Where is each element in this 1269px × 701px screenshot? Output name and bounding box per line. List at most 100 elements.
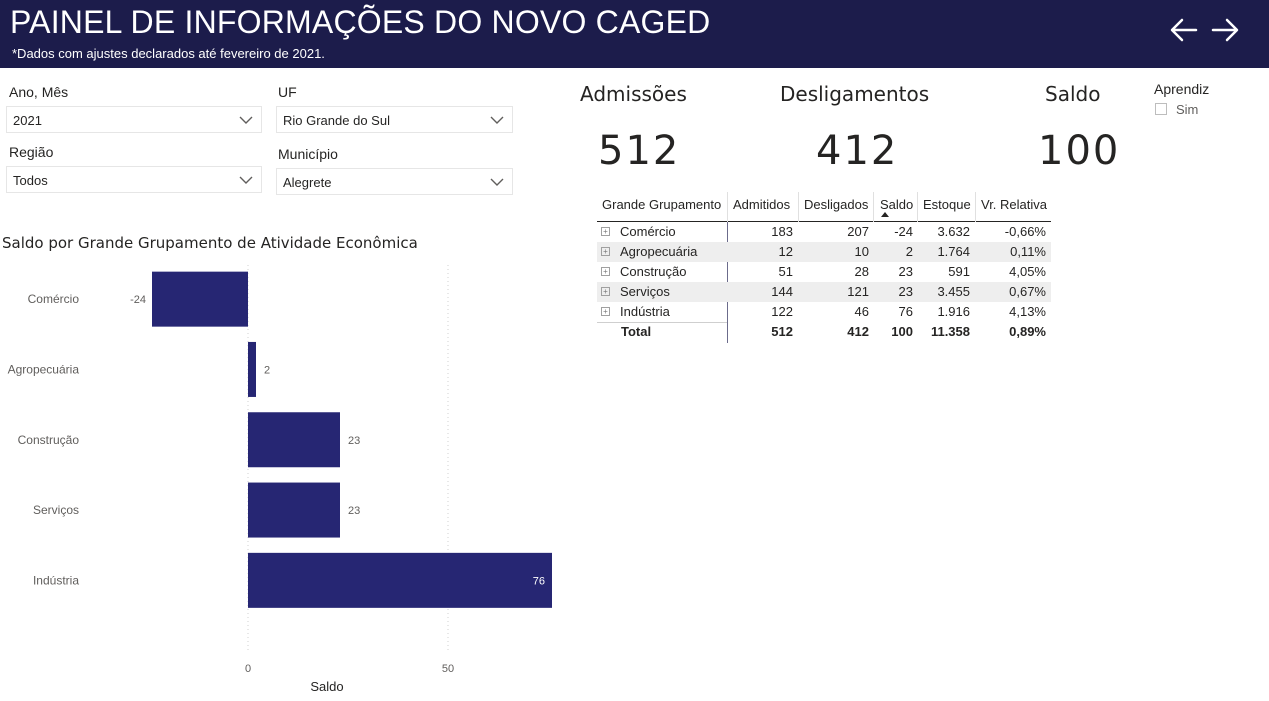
data-label: -24	[130, 294, 146, 306]
report-header: PAINEL DE INFORMAÇÕES DO NOVO CAGED *Dad…	[0, 0, 1269, 68]
col-header-admitidos[interactable]: Admitidos	[733, 197, 791, 212]
cell-estoque: 3.632	[937, 224, 970, 239]
desligamentos-value: 412	[816, 128, 899, 174]
chevron-down-icon	[239, 176, 253, 184]
table-body: + Comércio 183 207 -24 3.632 -0,66% + Agropecuár…	[597, 222, 1051, 342]
expand-row-icon[interactable]: +	[601, 227, 610, 236]
municipio-dropdown[interactable]: Alegrete	[276, 168, 513, 195]
municipio-label: Município	[278, 146, 338, 162]
regiao-dropdown[interactable]: Todos	[6, 166, 262, 193]
page-title: PAINEL DE INFORMAÇÕES DO NOVO CAGED	[10, 4, 711, 40]
data-label: 76	[533, 575, 545, 587]
cell-estoque: 1.764	[937, 244, 970, 259]
aprendiz-checkbox[interactable]	[1155, 103, 1167, 115]
data-label: 2	[264, 364, 270, 376]
municipio-value: Alegrete	[283, 175, 332, 190]
col-header-grupamento[interactable]: Grande Grupamento	[602, 197, 722, 212]
data-label: 23	[348, 505, 360, 517]
table-row: + Serviços 144 121 23 3.455 0,67%	[597, 282, 1051, 302]
cell-admitidos: 183	[771, 224, 793, 239]
cell-vr-relativa: 0,11%	[1010, 244, 1046, 259]
cell-saldo: 100	[891, 324, 913, 339]
expand-row-icon[interactable]: +	[601, 247, 610, 256]
arrow-right-icon[interactable]	[1209, 14, 1241, 46]
cell-saldo: 2	[905, 244, 913, 259]
ano-mes-label: Ano, Mês	[9, 84, 69, 100]
bar	[152, 271, 248, 327]
col-header-vr-relativa[interactable]: Vr. Relativa	[981, 197, 1047, 212]
regiao-label: Região	[9, 144, 54, 160]
cell-vr-relativa: 4,13%	[1009, 304, 1046, 319]
ano-mes-dropdown[interactable]: 2021	[6, 106, 262, 133]
col-header-saldo[interactable]: Saldo	[880, 197, 914, 212]
column-divider	[873, 192, 874, 222]
cell-grupamento: Comércio	[620, 224, 676, 239]
x-axis-label: Saldo	[310, 679, 343, 694]
cell-estoque: 3.455	[937, 284, 970, 299]
bar	[248, 341, 256, 397]
x-tick-label: 0	[245, 663, 251, 675]
cell-desligados: 46	[854, 304, 869, 319]
cell-grupamento: Agropecuária	[620, 244, 698, 259]
category-label: Indústria	[33, 573, 79, 587]
cell-desligados: 28	[854, 264, 869, 279]
cell-admitidos: 144	[771, 284, 793, 299]
cell-vr-relativa: 0,89%	[1009, 324, 1046, 339]
col-header-estoque[interactable]: Estoque	[923, 197, 971, 212]
cell-saldo: 23	[898, 284, 913, 299]
cell-vr-relativa: -0,66%	[1004, 224, 1046, 239]
cell-desligados: 10	[854, 244, 869, 259]
table-row: + Construção 51 28 23 591 4,05%	[597, 262, 1051, 282]
page-subtitle: *Dados com ajustes declarados até fevere…	[12, 46, 325, 61]
column-divider	[917, 192, 918, 222]
uf-dropdown[interactable]: Rio Grande do Sul	[276, 106, 513, 133]
cell-admitidos: 122	[771, 304, 793, 319]
cell-grupamento: Indústria	[620, 304, 670, 319]
category-label: Agropecuária	[8, 362, 80, 376]
chevron-down-icon	[239, 116, 253, 124]
aprendiz-option-label: Sim	[1176, 102, 1199, 117]
cell-grupamento: Total	[621, 324, 652, 339]
col-header-desligados[interactable]: Desligados	[804, 197, 869, 212]
chevron-down-icon	[490, 116, 504, 124]
expand-row-icon[interactable]: +	[601, 307, 610, 316]
cell-admitidos: 51	[778, 264, 793, 279]
saldo-bar-chart: 0 50 Saldo Comércio -24 Agropecuária 2 Construç…	[8, 265, 552, 694]
cell-estoque: 11.358	[930, 324, 970, 339]
table-header: Grande Grupamento Admitidos Desligados S…	[597, 192, 1051, 222]
column-divider	[727, 192, 728, 222]
category-label: Construção	[18, 433, 80, 447]
saldo-value: 100	[1038, 128, 1121, 174]
ano-mes-value: 2021	[13, 113, 42, 128]
category-label: Comércio	[28, 292, 80, 306]
admissoes-label: Admissões	[580, 82, 687, 106]
uf-value: Rio Grande do Sul	[283, 113, 390, 128]
total-divider	[597, 322, 727, 323]
table-row: + Agropecuária 12 10 2 1.764 0,11%	[597, 242, 1051, 262]
cell-vr-relativa: 4,05%	[1009, 264, 1046, 279]
sort-ascending-icon	[881, 212, 889, 217]
table-total-row: Total 512 412 100 11.358 0,89%	[597, 322, 1051, 342]
aprendiz-label: Aprendiz	[1154, 81, 1210, 97]
category-label: Serviços	[33, 503, 79, 517]
cell-vr-relativa: 0,67%	[1009, 284, 1046, 299]
expand-row-icon[interactable]: +	[601, 267, 610, 276]
cell-grupamento: Serviços	[620, 284, 670, 299]
cell-estoque: 1.916	[937, 304, 970, 319]
arrow-left-icon[interactable]	[1168, 14, 1200, 46]
cell-saldo: 76	[898, 304, 913, 319]
bar	[248, 552, 552, 608]
cell-saldo: -24	[894, 224, 913, 239]
cell-admitidos: 512	[771, 324, 793, 339]
regiao-value: Todos	[13, 173, 48, 188]
saldo-label: Saldo	[1045, 82, 1101, 106]
desligamentos-label: Desligamentos	[780, 82, 930, 106]
cell-saldo: 23	[898, 264, 913, 279]
grupamento-table: Grande Grupamento Admitidos Desligados S…	[597, 192, 1051, 343]
expand-row-icon[interactable]: +	[601, 287, 610, 296]
bar	[248, 482, 340, 538]
table-row: + Indústria 122 46 76 1.916 4,13%	[597, 302, 1051, 322]
admissoes-value: 512	[598, 128, 681, 174]
uf-label: UF	[278, 84, 297, 100]
column-divider	[798, 192, 799, 222]
